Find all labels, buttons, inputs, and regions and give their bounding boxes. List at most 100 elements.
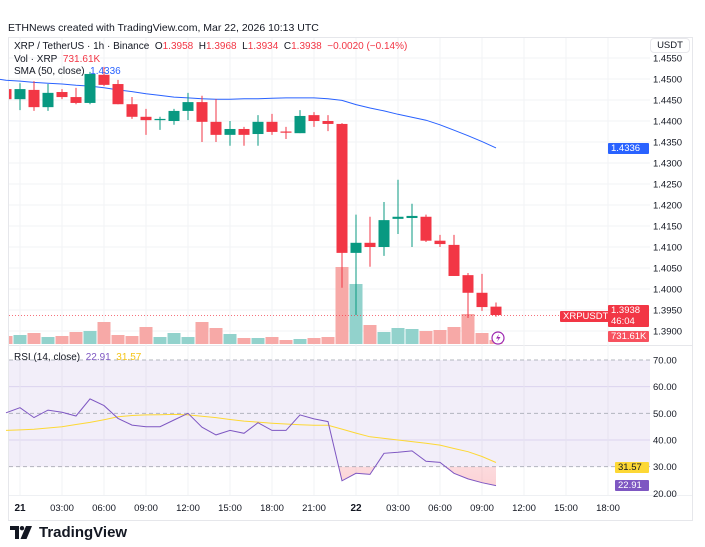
rsi-band-background <box>9 360 650 467</box>
candle <box>336 123 348 288</box>
time-tick-label: 03:00 <box>386 503 410 514</box>
high-label: H <box>198 41 206 52</box>
candle-body <box>224 128 236 135</box>
candle <box>350 214 362 316</box>
candle-body <box>406 215 418 219</box>
alert-icon[interactable] <box>491 331 505 345</box>
grid <box>9 38 650 495</box>
candle <box>112 79 124 105</box>
candle <box>266 113 278 135</box>
rsi-tick-label: 20.00 <box>653 489 677 500</box>
candle-body <box>182 102 194 111</box>
volume-bar <box>41 337 55 344</box>
rsi-oversold-fill <box>338 466 496 486</box>
legend-rsi[interactable]: RSI (14, close) 22.91 31.57 <box>14 352 141 363</box>
candle <box>210 99 222 142</box>
volume-tag: 731.61K <box>608 331 649 342</box>
candle-body <box>210 121 222 135</box>
price-tick-label: 1.4450 <box>653 96 682 107</box>
volume-bar <box>377 332 391 344</box>
volume-bar <box>83 331 97 344</box>
volume-bar <box>237 338 251 344</box>
price-tick-label: 1.4250 <box>653 180 682 191</box>
candle-body <box>378 220 390 247</box>
volume-bar <box>405 329 419 344</box>
candle-body <box>196 102 208 122</box>
tradingview-logo[interactable]: TradingView <box>10 524 127 541</box>
change-value: −0.0020 (−0.14%) <box>327 41 408 52</box>
volume-bar <box>139 327 153 344</box>
candle-body <box>490 306 502 316</box>
time-tick-label: 03:00 <box>50 503 74 514</box>
candle <box>252 115 264 146</box>
low-label: L <box>242 41 248 52</box>
time-tick-label: 18:00 <box>596 503 620 514</box>
time-tick-label: 09:00 <box>470 503 494 514</box>
rsi-tick-label: 40.00 <box>653 436 677 447</box>
bar-countdown: 46:04 <box>611 316 635 327</box>
volume-bars <box>9 267 503 344</box>
volume-bar <box>153 337 167 344</box>
rsi-label: RSI (14, close) <box>14 352 81 363</box>
legend-sma[interactable]: SMA (50, close) 1.4336 <box>14 66 121 77</box>
candle-body <box>364 242 376 247</box>
rsi-tick-label: 30.00 <box>653 462 677 473</box>
candle-body <box>294 115 306 134</box>
rsi-tick-label: 50.00 <box>653 409 677 420</box>
candle-body <box>168 110 180 121</box>
candle-body <box>336 123 348 253</box>
candle-body <box>70 97 82 103</box>
volume-bar <box>321 337 335 344</box>
time-tick-label: 09:00 <box>134 503 158 514</box>
candle <box>224 121 236 146</box>
candle-body <box>126 104 138 117</box>
symbol-tag: XRPUSDT <box>560 311 612 322</box>
time-tick-label: 22 <box>350 503 362 514</box>
close-value: 1.3938 <box>291 41 322 52</box>
legend-ohlc[interactable]: XRP / TetherUS · 1h · Binance O1.3958 H1… <box>14 41 407 52</box>
price-tick-label: 1.3900 <box>653 327 682 338</box>
high-value: 1.3968 <box>206 41 237 52</box>
candle-body <box>350 242 362 253</box>
candle <box>168 108 180 125</box>
candle-body <box>252 121 264 135</box>
price-tick-label: 1.4400 <box>653 117 682 128</box>
candle <box>154 116 166 130</box>
time-tick-label: 06:00 <box>92 503 116 514</box>
time-tick-label: 06:00 <box>428 503 452 514</box>
candle <box>476 273 488 311</box>
candle-body <box>392 216 404 219</box>
candle <box>308 112 320 127</box>
candle <box>392 179 404 234</box>
rsi-ma-line <box>5 413 497 463</box>
candle <box>56 89 68 100</box>
volume-bar <box>307 338 321 344</box>
candle-body <box>154 118 166 121</box>
candle-body <box>308 115 320 121</box>
legend-volume[interactable]: Vol · XRP 731.61K <box>14 54 100 65</box>
candle-body <box>476 292 488 308</box>
candle-body <box>98 74 110 85</box>
time-axis[interactable]: 21 03:00 06:00 09:00 12:00 15:00 18:00 21:00 22 0… <box>14 503 619 514</box>
volume-bar <box>223 334 237 344</box>
candle <box>406 203 418 247</box>
candle <box>420 214 432 242</box>
volume-bar <box>363 325 377 344</box>
sma-value: 1.4336 <box>90 66 121 77</box>
volume-bar <box>111 335 125 344</box>
candle <box>448 234 460 276</box>
candle-body <box>420 216 432 241</box>
close-label: C <box>283 41 292 52</box>
candle <box>490 302 502 317</box>
volume-bar <box>419 331 433 344</box>
last-price-tag: 1.3938 46:04 <box>608 305 649 327</box>
volume-bar <box>391 328 405 344</box>
volume-bar <box>461 314 475 344</box>
volume-bar <box>475 333 489 344</box>
price-axis[interactable]: 1.4550 1.4500 1.4450 1.4400 1.4350 1.4300 1.42… <box>653 54 682 338</box>
open-value: 1.3958 <box>162 41 194 52</box>
volume-bar <box>181 337 195 344</box>
volume-bar <box>167 333 181 344</box>
currency-button[interactable]: USDT <box>650 38 690 53</box>
